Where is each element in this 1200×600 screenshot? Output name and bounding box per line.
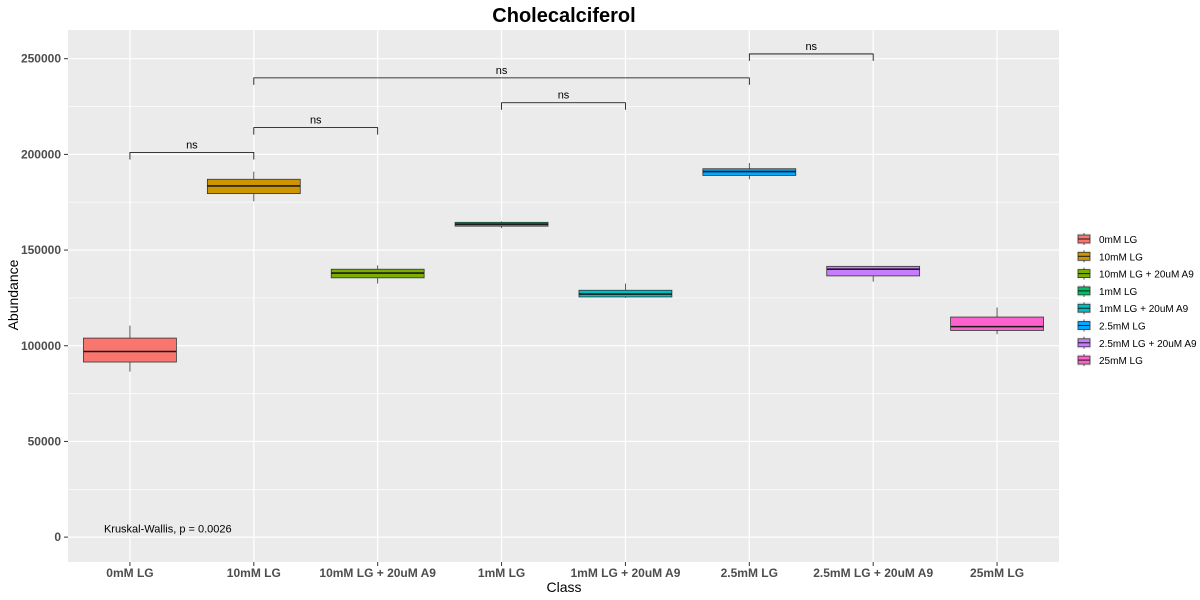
x-axis: 0mM LG 10mM LG 10mM LG + 20uM A9 1mM LG 1mM … [106,562,1024,580]
comparison-bracket [253,127,379,135]
grid-lines [68,30,1059,562]
y-tick-label: 0 [54,530,61,544]
legend-label: 0mM LG [1099,235,1138,246]
legend: 0mM LG 10mM LG 10mM LG + 20uM A9 1mM LG 1mM … [1077,233,1197,367]
y-tick-label: 250000 [21,52,61,66]
legend-label: 1mM LG [1099,287,1138,298]
x-tick-label: 10mM LG [227,566,281,580]
comparison-label: ns [496,65,508,77]
y-tick-label: 100000 [21,339,61,353]
box-2 [206,171,301,202]
legend-item-2: 10mM LG [1077,250,1143,263]
legend-label: 1mM LG + 20uM A9 [1099,304,1189,315]
legend-label: 10mM LG + 20uM A9 [1099,270,1194,281]
legend-item-1: 0mM LG [1077,233,1138,246]
kruskal-wallis-annotation: Kruskal-Wallis, p = 0.0026 [104,523,232,535]
x-tick-label: 10mM LG + 20uM A9 [319,566,436,580]
box-4 [454,221,549,229]
plot-panel [68,30,1059,562]
y-axis-title: Abundance [5,259,21,330]
x-axis-title: Class [546,579,581,595]
x-tick-label: 1mM LG + 20uM A9 [570,566,680,580]
legend-item-3: 10mM LG + 20uM A9 [1077,267,1194,281]
chart-title: Cholecalciferol [492,5,635,27]
box-series [83,163,1044,372]
box-6 [702,163,797,180]
box-1 [83,325,177,372]
legend-item-4: 1mM LG [1077,284,1138,298]
comparison-bracket [748,53,874,61]
legend-label: 2.5mM LG + 20uM A9 [1099,339,1197,350]
box-body [950,316,1044,331]
legend-item-5: 1mM LG + 20uM A9 [1077,302,1189,315]
legend-label: 2.5mM LG [1099,322,1146,333]
comparison-bracket [253,77,750,85]
legend-label: 10mM LG [1099,252,1143,263]
box-body [826,265,921,277]
y-tick-label: 50000 [28,434,62,448]
significance-brackets: ns ns ns ns ns [129,41,874,160]
comparison-label: ns [558,90,570,102]
x-tick-label: 2.5mM LG [721,566,778,580]
legend-item-7: 2.5mM LG + 20uM A9 [1077,336,1197,350]
comparison-bracket [129,152,255,160]
comparison-label: ns [186,139,198,151]
box-3 [330,265,425,284]
x-tick-label: 25mM LG [970,566,1024,580]
x-tick-label: 1mM LG [478,566,525,580]
y-tick-label: 200000 [21,147,61,161]
box-8 [950,307,1044,335]
comparison-label: ns [805,41,817,53]
y-axis: 0 50000 100000 150000 200000 250000 [21,52,68,544]
box-7 [826,265,921,282]
box-body [83,337,177,363]
comparison-label: ns [310,115,322,127]
comparison-bracket [501,102,626,110]
legend-item-6: 2.5mM LG [1077,319,1146,333]
legend-label: 25mM LG [1099,356,1143,367]
x-tick-label: 2.5mM LG + 20uM A9 [813,566,933,580]
x-tick-label: 0mM LG [106,566,153,580]
legend-item-8: 25mM LG [1077,354,1143,367]
box-5 [578,283,673,298]
y-tick-label: 150000 [21,243,61,257]
